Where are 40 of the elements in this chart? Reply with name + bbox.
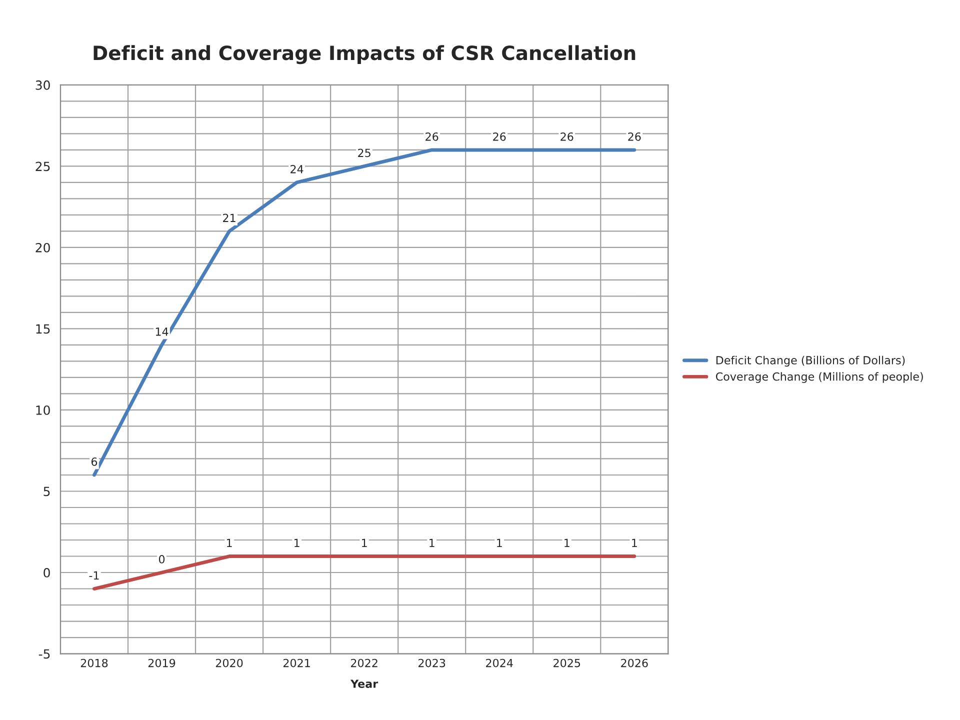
data-label: 26 bbox=[560, 132, 574, 141]
data-label: 1 bbox=[226, 538, 232, 547]
x-tick-label: 2024 bbox=[486, 658, 513, 668]
y-tick-label: 20 bbox=[36, 242, 50, 252]
chart-title: Deficit and Coverage Impacts of CSR Cancellation bbox=[94, 45, 636, 64]
legend-label: Coverage Change (Millions of people) bbox=[716, 372, 923, 383]
data-label: 1 bbox=[294, 538, 300, 547]
x-tick-label: 2025 bbox=[554, 658, 580, 668]
x-tick-label: 2022 bbox=[350, 658, 378, 668]
x-tick-label: 2018 bbox=[80, 658, 108, 668]
data-label: -1 bbox=[89, 571, 99, 580]
x-tick-label: 2023 bbox=[418, 658, 446, 668]
legend-label: Deficit Change (Billions of Dollars) bbox=[716, 356, 905, 367]
y-tick-label: 10 bbox=[36, 405, 50, 415]
y-tick-label: 5 bbox=[44, 486, 50, 496]
data-label: 26 bbox=[493, 132, 506, 141]
line-series bbox=[92, 148, 636, 477]
y-tick-label: -5 bbox=[38, 649, 50, 659]
data-label: 6 bbox=[91, 457, 98, 466]
x-tick-label: 2019 bbox=[148, 658, 176, 668]
x-tick-label: 2020 bbox=[216, 658, 243, 668]
data-label: 26 bbox=[426, 132, 438, 141]
data-label: 1 bbox=[497, 538, 502, 547]
data-label: 21 bbox=[223, 214, 236, 222]
y-tick-label: 15 bbox=[36, 324, 50, 334]
data-label: 26 bbox=[628, 132, 641, 141]
y-tick-label: 30 bbox=[36, 80, 50, 90]
data-label: 1 bbox=[564, 538, 570, 547]
data-label: 1 bbox=[362, 538, 367, 547]
data-label: 0 bbox=[158, 555, 165, 564]
y-tick-label: 0 bbox=[44, 568, 50, 578]
x-tick-label: 2026 bbox=[621, 658, 648, 668]
y-tick-label: 25 bbox=[36, 162, 50, 172]
data-label: 1 bbox=[430, 538, 434, 547]
data-label: 25 bbox=[358, 148, 370, 158]
x-axis-title: Year bbox=[350, 680, 378, 688]
data-label: 1 bbox=[632, 538, 637, 547]
data-label: 14 bbox=[156, 328, 168, 336]
data-label: 24 bbox=[290, 164, 304, 174]
x-tick-label: 2021 bbox=[283, 658, 310, 668]
